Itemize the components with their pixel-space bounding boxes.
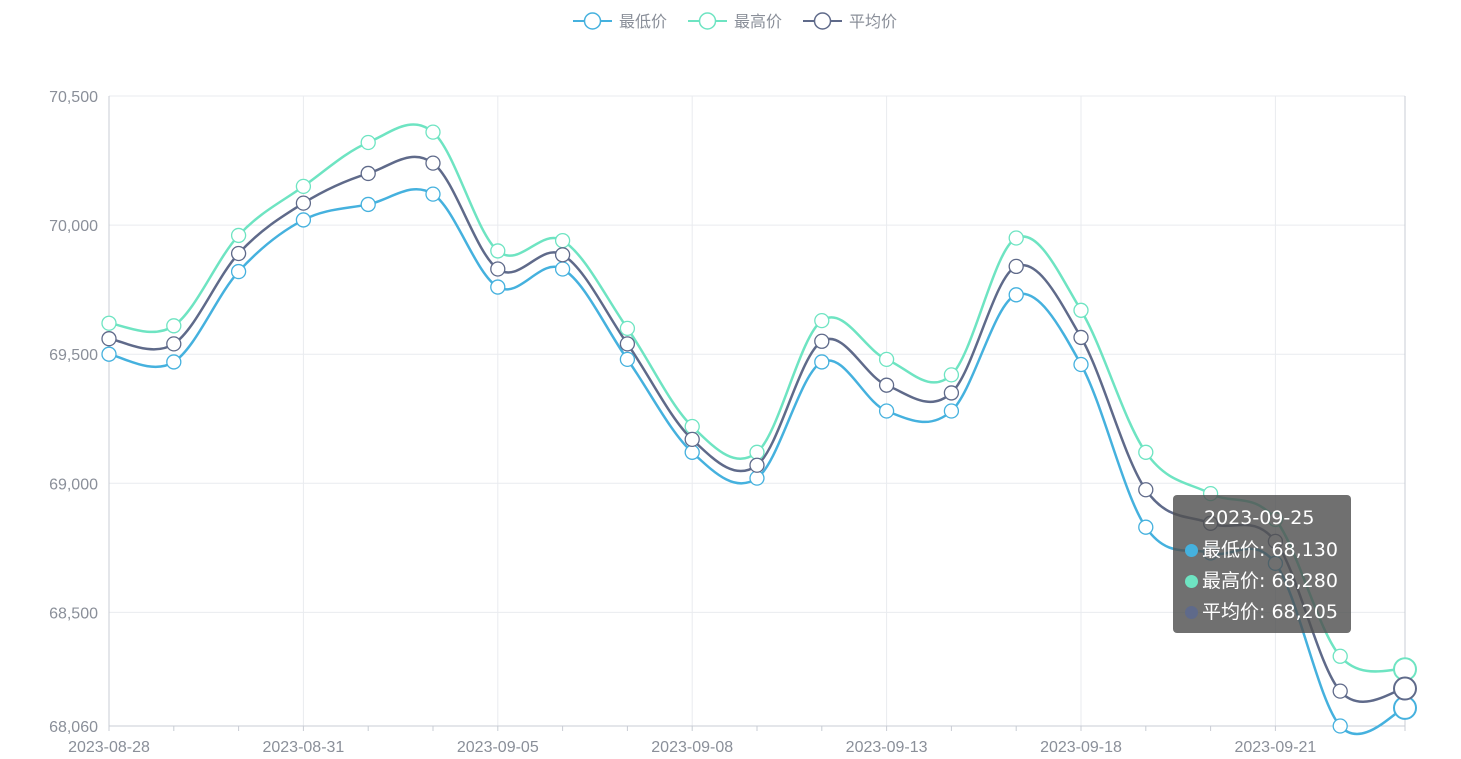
y-tick-label: 69,000 xyxy=(49,476,98,493)
data-point-2[interactable] xyxy=(943,385,960,401)
data-point-0[interactable] xyxy=(1332,718,1348,734)
data-point-0[interactable] xyxy=(230,263,247,280)
data-point-0[interactable] xyxy=(749,470,765,486)
tooltip-row-avg: 平均价: 68,205 xyxy=(1183,597,1351,628)
legend-label: 最高价 xyxy=(734,12,782,31)
data-point-1[interactable] xyxy=(749,444,765,460)
y-axis-tick-labels: 70,500 70,000 69,500 69,000 68,500 68,060 xyxy=(49,89,98,736)
legend-label: 最低价 xyxy=(619,12,667,31)
data-point-0[interactable] xyxy=(619,351,636,368)
data-point-0[interactable] xyxy=(684,444,700,460)
data-point-1[interactable] xyxy=(1138,444,1154,460)
data-point-2[interactable] xyxy=(490,261,506,277)
data-point-0[interactable] xyxy=(1138,519,1154,535)
data-point-1[interactable] xyxy=(166,318,182,334)
data-point-1[interactable] xyxy=(878,351,895,368)
series-line-1 xyxy=(108,123,1406,673)
y-tick-label: 68,500 xyxy=(49,605,98,622)
legend-label: 平均价 xyxy=(849,12,897,31)
data-point-2[interactable] xyxy=(166,336,182,352)
chart-tooltip: 2023-09-25 最低价: 68,130 最高价: 68,280 平均价: … xyxy=(1173,495,1351,633)
data-point-2[interactable] xyxy=(1393,676,1417,701)
data-point-2[interactable] xyxy=(554,247,571,263)
data-point-1[interactable] xyxy=(425,124,441,140)
legend-item-1[interactable]: 最高价 xyxy=(688,12,782,31)
data-point-2[interactable] xyxy=(295,195,312,211)
tooltip-label-avg: 平均价: 68,205 xyxy=(1202,601,1338,623)
x-tick-label: 2023-09-21 xyxy=(1234,739,1316,756)
data-point-2[interactable] xyxy=(360,165,376,182)
y-tick-label: 70,500 xyxy=(49,89,98,106)
legend-item-2[interactable]: 平均价 xyxy=(803,12,897,31)
legend-item-0[interactable]: 最低价 xyxy=(573,12,667,31)
data-point-2[interactable] xyxy=(619,336,636,352)
data-point-0[interactable] xyxy=(878,403,895,419)
data-point-2[interactable] xyxy=(749,457,765,473)
data-point-0[interactable] xyxy=(554,261,571,277)
tooltip-label-low: 最低价: 68,130 xyxy=(1202,539,1338,561)
legend[interactable]: 最低价 最高价 平均价 xyxy=(573,12,897,31)
data-point-1[interactable] xyxy=(684,418,700,435)
data-point-1[interactable] xyxy=(360,134,376,151)
data-point-0[interactable] xyxy=(101,346,117,362)
tooltip-dot-low xyxy=(1185,544,1198,557)
data-point-2[interactable] xyxy=(1073,329,1089,346)
tooltip-dot-avg xyxy=(1185,606,1198,619)
data-point-0[interactable] xyxy=(295,212,312,228)
legend-marker xyxy=(813,12,832,30)
data-point-0[interactable] xyxy=(1073,356,1089,373)
data-point-1[interactable] xyxy=(101,315,117,331)
data-point-0[interactable] xyxy=(166,354,182,370)
data-point-0[interactable] xyxy=(490,279,506,295)
x-axis-tick-labels: 2023-08-28 2023-08-31 2023-09-05 2023-09-08… xyxy=(68,739,1316,756)
tooltip-label-high: 最高价: 68,280 xyxy=(1202,570,1338,592)
x-tick-label: 2023-09-05 xyxy=(457,739,539,756)
data-point-2[interactable] xyxy=(684,431,700,448)
data-point-1[interactable] xyxy=(554,232,571,249)
data-points[interactable] xyxy=(101,124,1417,734)
data-point-1[interactable] xyxy=(1073,302,1089,318)
x-tick-label: 2023-08-28 xyxy=(68,739,150,756)
y-tick-label: 69,500 xyxy=(49,347,98,364)
data-point-2[interactable] xyxy=(814,333,830,349)
data-point-0[interactable] xyxy=(425,186,441,202)
data-point-2[interactable] xyxy=(878,377,895,393)
x-tick-label: 2023-08-31 xyxy=(262,739,344,756)
data-point-0[interactable] xyxy=(360,196,376,213)
data-point-1[interactable] xyxy=(814,312,830,329)
data-point-0[interactable] xyxy=(943,403,960,419)
data-point-1[interactable] xyxy=(1332,648,1348,664)
tooltip-dot-high xyxy=(1185,575,1198,588)
data-point-1[interactable] xyxy=(490,243,506,259)
tooltip-row-low: 最低价: 68,130 xyxy=(1183,535,1351,566)
data-point-2[interactable] xyxy=(230,245,247,262)
data-point-0[interactable] xyxy=(814,354,830,370)
data-point-2[interactable] xyxy=(101,331,117,347)
x-tick-label: 2023-09-18 xyxy=(1040,739,1122,756)
x-tick-label: 2023-09-13 xyxy=(846,739,928,756)
data-point-1[interactable] xyxy=(943,367,960,383)
data-point-2[interactable] xyxy=(1008,258,1024,275)
data-point-0[interactable] xyxy=(1008,287,1024,303)
data-point-2[interactable] xyxy=(1138,482,1154,498)
y-tick-label: 68,060 xyxy=(49,719,98,736)
tooltip-row-high: 最高价: 68,280 xyxy=(1183,566,1351,597)
tooltip-title: 2023-09-25 xyxy=(1204,507,1315,529)
data-point-1[interactable] xyxy=(1008,230,1024,246)
legend-marker xyxy=(583,12,602,30)
data-point-1[interactable] xyxy=(295,178,312,195)
legend-marker xyxy=(698,12,717,30)
axes xyxy=(108,96,1406,731)
data-point-2[interactable] xyxy=(1332,683,1348,699)
data-point-1[interactable] xyxy=(619,320,636,337)
y-tick-label: 70,000 xyxy=(49,218,98,235)
x-tick-label: 2023-09-08 xyxy=(651,739,733,756)
data-point-1[interactable] xyxy=(230,227,247,244)
data-point-2[interactable] xyxy=(425,155,441,171)
